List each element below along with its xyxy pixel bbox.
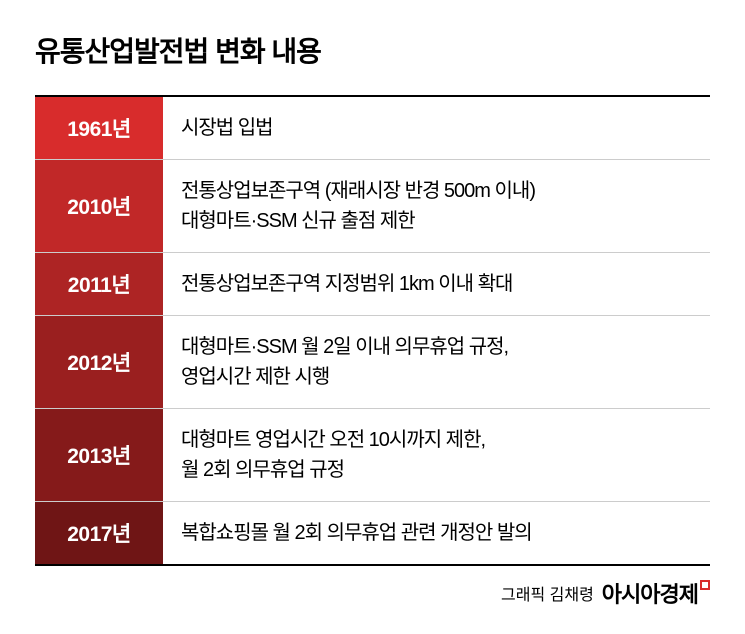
year-cell: 2017년 — [35, 502, 163, 564]
content-cell: 전통상업보존구역 지정범위 1km 이내 확대 — [163, 253, 710, 315]
timeline-table: 1961년 시장법 입법 2010년 전통상업보존구역 (재래시장 반경 500… — [35, 95, 710, 566]
table-row: 2013년 대형마트 영업시간 오전 10시까지 제한,월 2회 의무휴업 규정 — [35, 409, 710, 502]
credit-author: 그래픽 김채령 — [501, 581, 594, 605]
table-row: 2010년 전통상업보존구역 (재래시장 반경 500m 이내)대형마트·SSM… — [35, 160, 710, 253]
brand-mark-icon — [700, 580, 710, 590]
credit-section: 그래픽 김채령 아시아경제 — [501, 577, 710, 609]
page-title: 유통산업발전법 변화 내용 — [35, 30, 710, 70]
content-cell: 복합쇼핑몰 월 2회 의무휴업 관련 개정안 발의 — [163, 502, 710, 564]
content-cell: 전통상업보존구역 (재래시장 반경 500m 이내)대형마트·SSM 신규 출점… — [163, 160, 710, 252]
year-cell: 2010년 — [35, 160, 163, 252]
content-cell: 대형마트·SSM 월 2일 이내 의무휴업 규정,영업시간 제한 시행 — [163, 316, 710, 408]
year-cell: 2013년 — [35, 409, 163, 501]
brand-name: 아시아경제 — [602, 577, 710, 609]
content-cell: 대형마트 영업시간 오전 10시까지 제한,월 2회 의무휴업 규정 — [163, 409, 710, 501]
table-row: 2012년 대형마트·SSM 월 2일 이내 의무휴업 규정,영업시간 제한 시… — [35, 316, 710, 409]
table-row: 2011년 전통상업보존구역 지정범위 1km 이내 확대 — [35, 253, 710, 316]
year-cell: 2011년 — [35, 253, 163, 315]
table-row: 2017년 복합쇼핑몰 월 2회 의무휴업 관련 개정안 발의 — [35, 502, 710, 564]
brand-text: 아시아경제 — [602, 582, 698, 607]
year-cell: 1961년 — [35, 97, 163, 159]
year-cell: 2012년 — [35, 316, 163, 408]
content-cell: 시장법 입법 — [163, 97, 710, 159]
table-row: 1961년 시장법 입법 — [35, 97, 710, 160]
